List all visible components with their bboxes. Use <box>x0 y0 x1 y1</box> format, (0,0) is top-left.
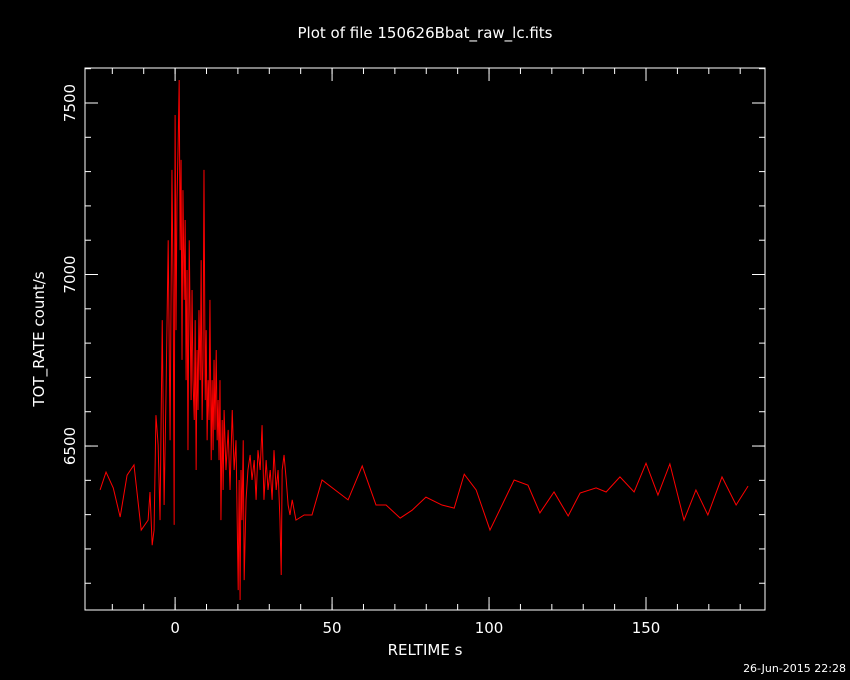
plot-frame <box>84 67 766 611</box>
y-tick-label: 7000 <box>61 255 79 293</box>
timestamp: 26-Jun-2015 22:28 <box>743 662 846 675</box>
chart-title: Plot of file 150626Bbat_raw_lc.fits <box>298 24 553 43</box>
x-tick-label: 150 <box>632 619 661 637</box>
light-curve <box>99 80 749 601</box>
x-tick-label: 0 <box>170 619 180 637</box>
x-axis-label: RELTIME s <box>388 641 463 659</box>
x-tick-label: 100 <box>475 619 504 637</box>
y-axis-label: TOT_RATE count/s <box>30 271 49 407</box>
y-tick-label: 6500 <box>61 427 79 465</box>
y-tick-label: 7500 <box>61 84 79 122</box>
x-tick-label: 50 <box>323 619 342 637</box>
